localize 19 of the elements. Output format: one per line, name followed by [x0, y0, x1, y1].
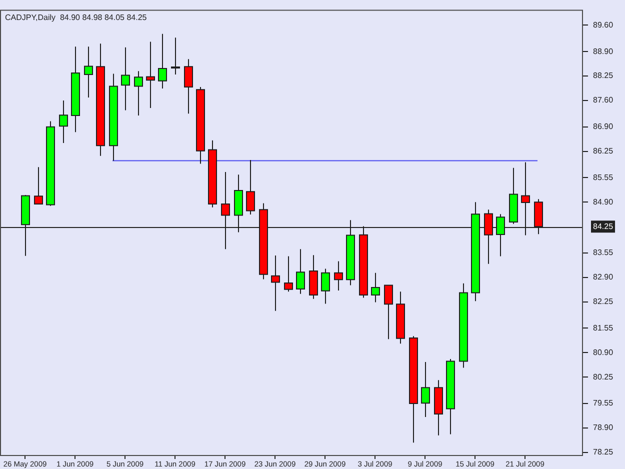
y-tick-label: 78.25: [593, 448, 614, 457]
y-tick-label: 86.90: [593, 122, 614, 132]
y-tick-label: 82.90: [593, 272, 614, 282]
y-tick-label: 85.55: [593, 172, 614, 182]
chart-title: CADJPY,Daily 84.90 84.98 84.05 84.25: [5, 13, 148, 22]
y-tick-label: 78.90: [593, 423, 614, 432]
y-tick-label: 81.55: [593, 323, 614, 332]
y-tick-label: 86.25: [593, 146, 614, 156]
y-tick-label: 83.55: [593, 248, 614, 258]
y-tick-label: 80.25: [593, 372, 614, 382]
y-tick-label: 82.25: [593, 297, 614, 306]
y-tick-label: 88.25: [593, 71, 614, 80]
y-tick-label: 84.90: [593, 197, 614, 206]
y-tick-label: 89.60: [593, 20, 614, 30]
ref-line-label: 84.25: [593, 222, 614, 231]
y-tick-label: 88.90: [593, 46, 614, 56]
y-tick-label: 80.90: [593, 348, 614, 357]
y-tick-label: 87.60: [593, 96, 614, 105]
y-tick-label: 79.55: [593, 398, 614, 408]
